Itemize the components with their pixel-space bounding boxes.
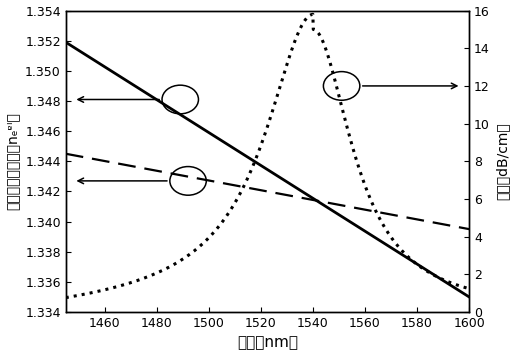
X-axis label: 波长（nm）: 波长（nm） [237,335,298,350]
Y-axis label: 有效折射率实部（nₑᵄᴵ）: 有效折射率实部（nₑᵄᴵ） [6,112,20,210]
Y-axis label: 损耗（dB/cm）: 损耗（dB/cm） [495,122,509,200]
